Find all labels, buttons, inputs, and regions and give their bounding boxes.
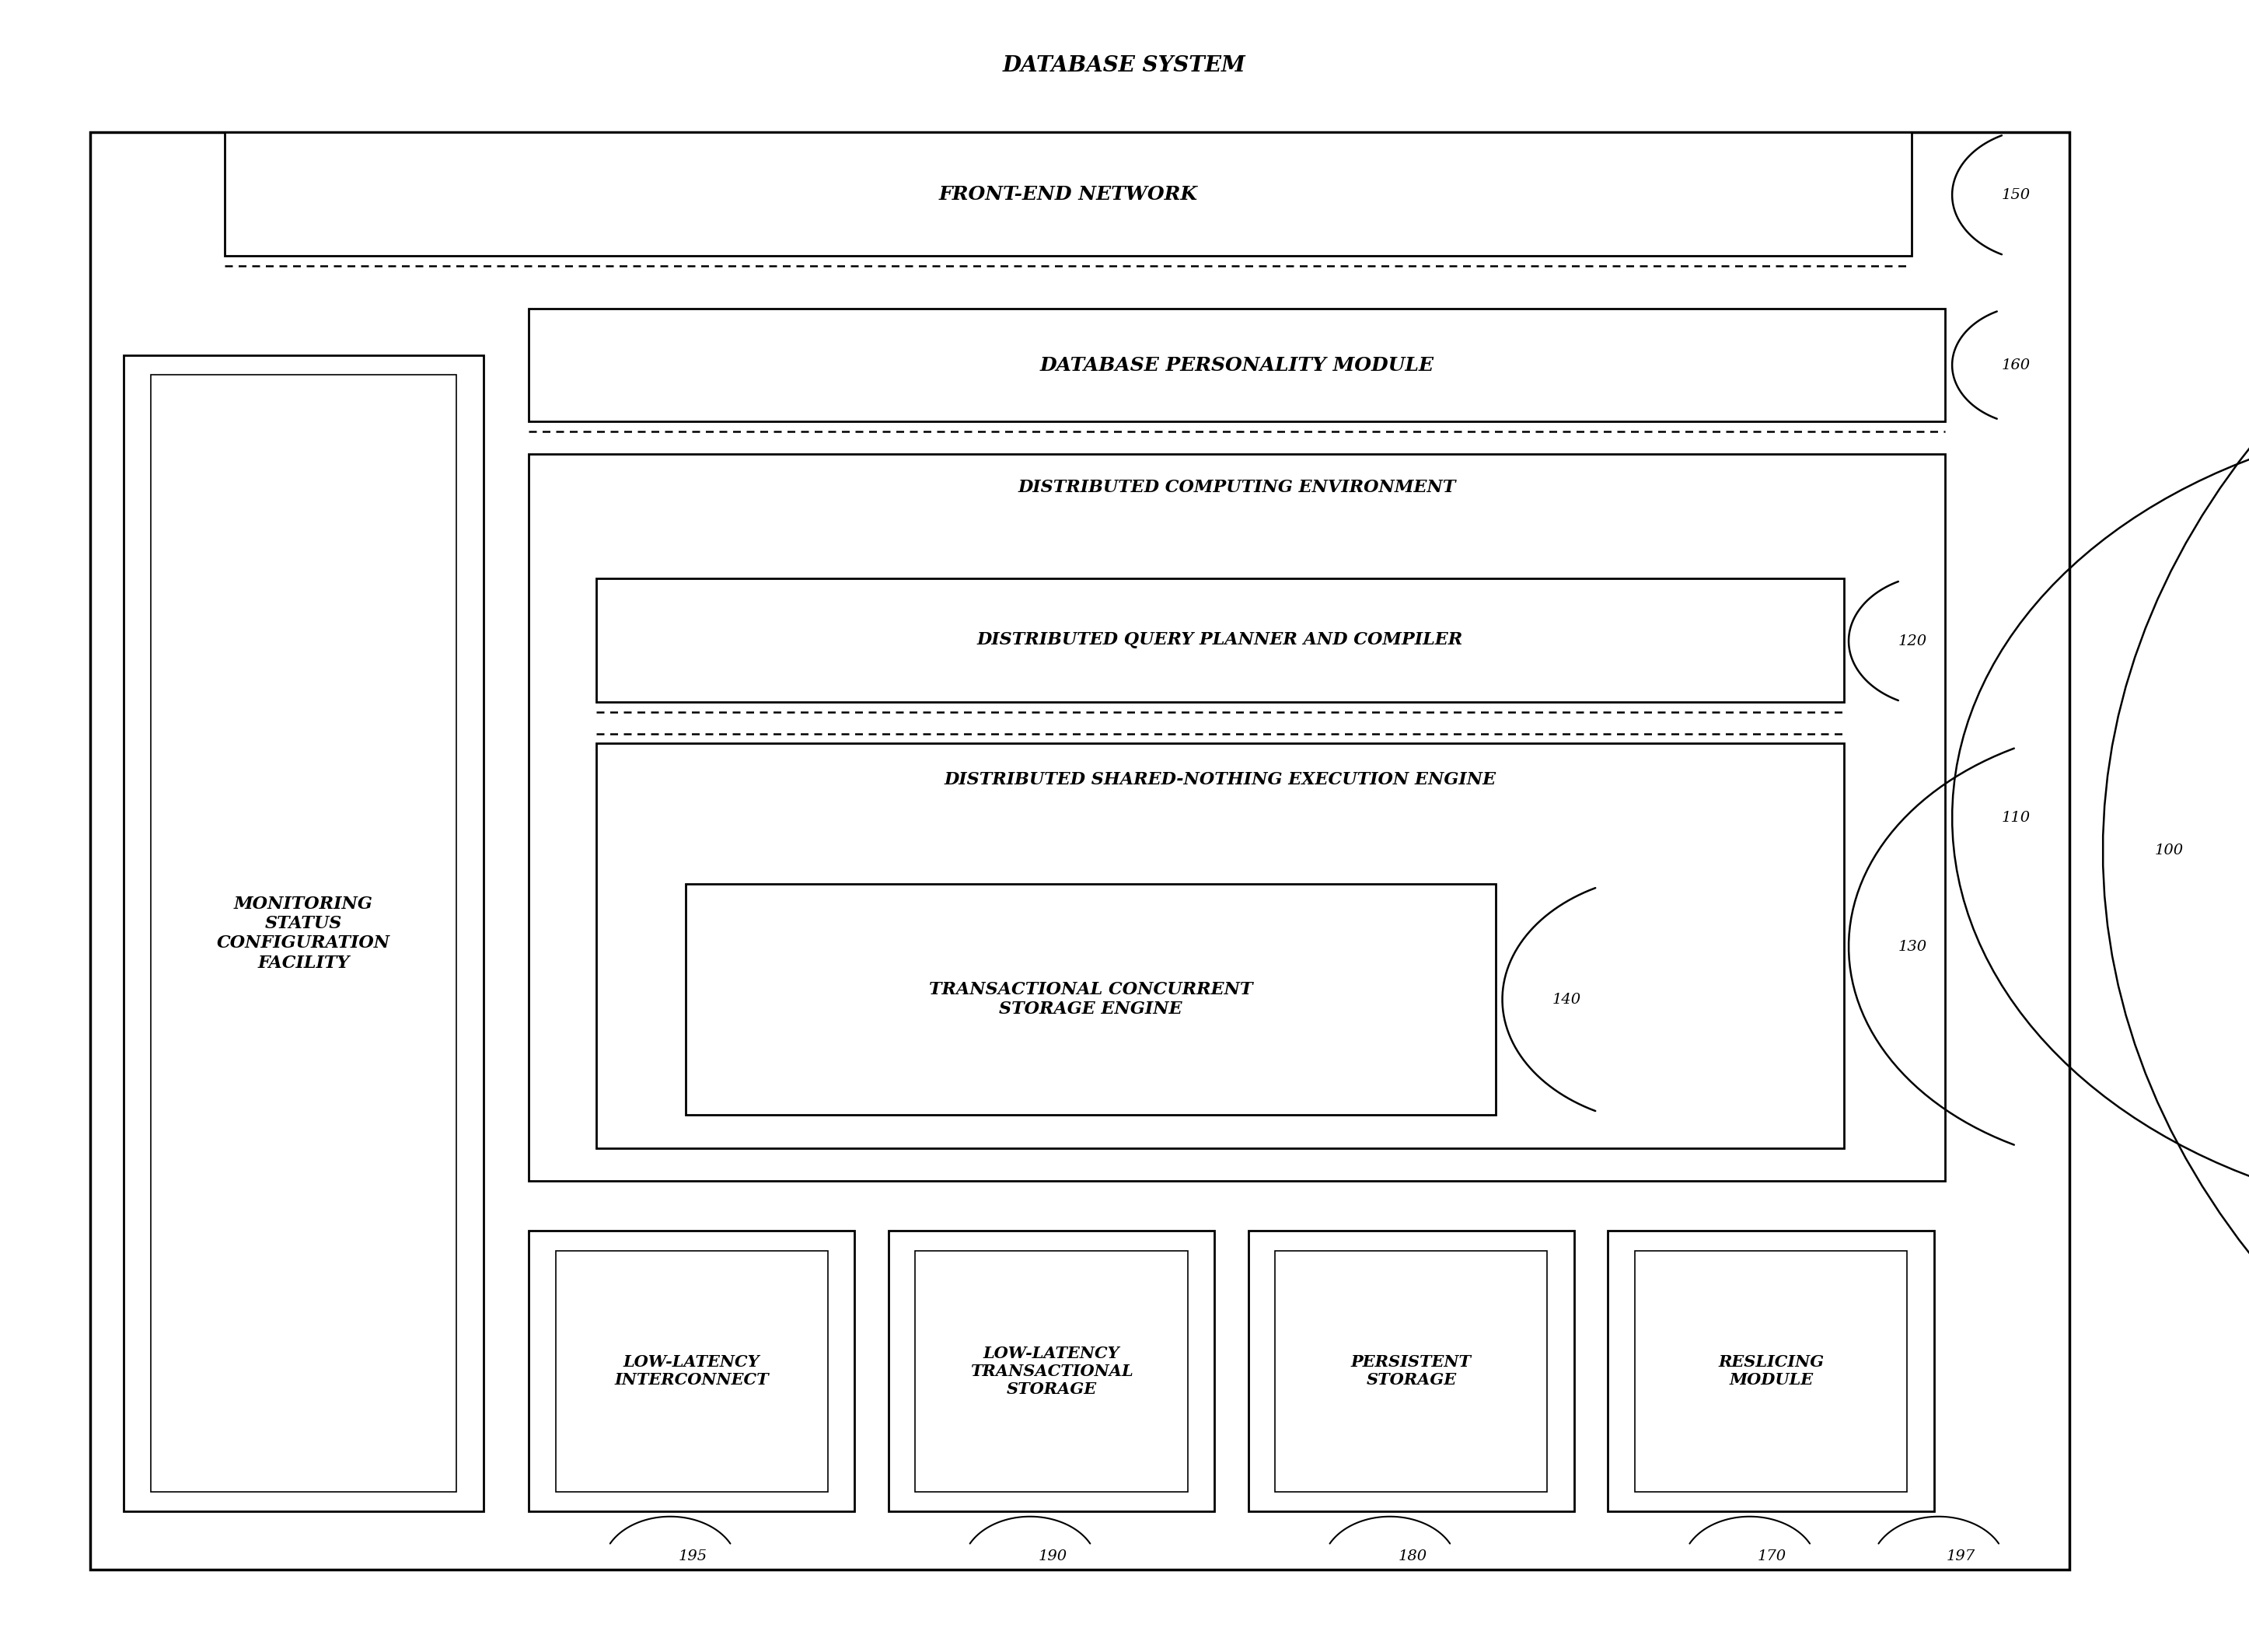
- Bar: [596, 578, 1844, 702]
- Text: 195: 195: [679, 1550, 706, 1563]
- Bar: [1248, 1231, 1574, 1512]
- Text: 140: 140: [1552, 993, 1581, 1006]
- Bar: [225, 132, 1912, 256]
- Text: DISTRIBUTED QUERY PLANNER AND COMPILER: DISTRIBUTED QUERY PLANNER AND COMPILER: [976, 631, 1464, 649]
- Text: 120: 120: [1898, 634, 1927, 648]
- Text: 160: 160: [2002, 358, 2031, 372]
- Bar: [888, 1231, 1214, 1512]
- Text: RESLICING
MODULE: RESLICING MODULE: [1718, 1355, 1824, 1388]
- Text: DISTRIBUTED SHARED-NOTHING EXECUTION ENGINE: DISTRIBUTED SHARED-NOTHING EXECUTION ENG…: [945, 771, 1496, 788]
- Bar: [529, 309, 1945, 421]
- Bar: [556, 1251, 828, 1492]
- Bar: [1608, 1231, 1934, 1512]
- Text: DATABASE PERSONALITY MODULE: DATABASE PERSONALITY MODULE: [1039, 355, 1435, 375]
- Text: PERSISTENT
STORAGE: PERSISTENT STORAGE: [1352, 1355, 1471, 1388]
- Text: 100: 100: [2155, 844, 2184, 857]
- Bar: [90, 132, 2069, 1569]
- Text: 130: 130: [1898, 940, 1927, 953]
- Text: MONITORING
STATUS
CONFIGURATION
FACILITY: MONITORING STATUS CONFIGURATION FACILITY: [216, 895, 391, 971]
- Bar: [915, 1251, 1187, 1492]
- Text: 197: 197: [1948, 1550, 1975, 1563]
- Text: DISTRIBUTED COMPUTING ENVIRONMENT: DISTRIBUTED COMPUTING ENVIRONMENT: [1019, 479, 1455, 496]
- Bar: [529, 1231, 855, 1512]
- Text: 150: 150: [2002, 188, 2031, 202]
- Bar: [124, 355, 484, 1512]
- Bar: [529, 454, 1945, 1181]
- Text: FRONT-END NETWORK: FRONT-END NETWORK: [938, 185, 1199, 203]
- Text: TRANSACTIONAL CONCURRENT
STORAGE ENGINE: TRANSACTIONAL CONCURRENT STORAGE ENGINE: [929, 981, 1253, 1018]
- Text: DATABASE SYSTEM: DATABASE SYSTEM: [1003, 56, 1246, 76]
- Bar: [596, 743, 1844, 1148]
- Bar: [151, 375, 457, 1492]
- Text: 180: 180: [1399, 1550, 1426, 1563]
- Text: LOW-LATENCY
TRANSACTIONAL
STORAGE: LOW-LATENCY TRANSACTIONAL STORAGE: [969, 1345, 1133, 1398]
- Bar: [1275, 1251, 1547, 1492]
- Text: LOW-LATENCY
INTERCONNECT: LOW-LATENCY INTERCONNECT: [614, 1355, 769, 1388]
- Text: 170: 170: [1759, 1550, 1786, 1563]
- Bar: [686, 884, 1496, 1115]
- Bar: [1635, 1251, 1907, 1492]
- Text: 190: 190: [1039, 1550, 1066, 1563]
- Text: 110: 110: [2002, 811, 2031, 824]
